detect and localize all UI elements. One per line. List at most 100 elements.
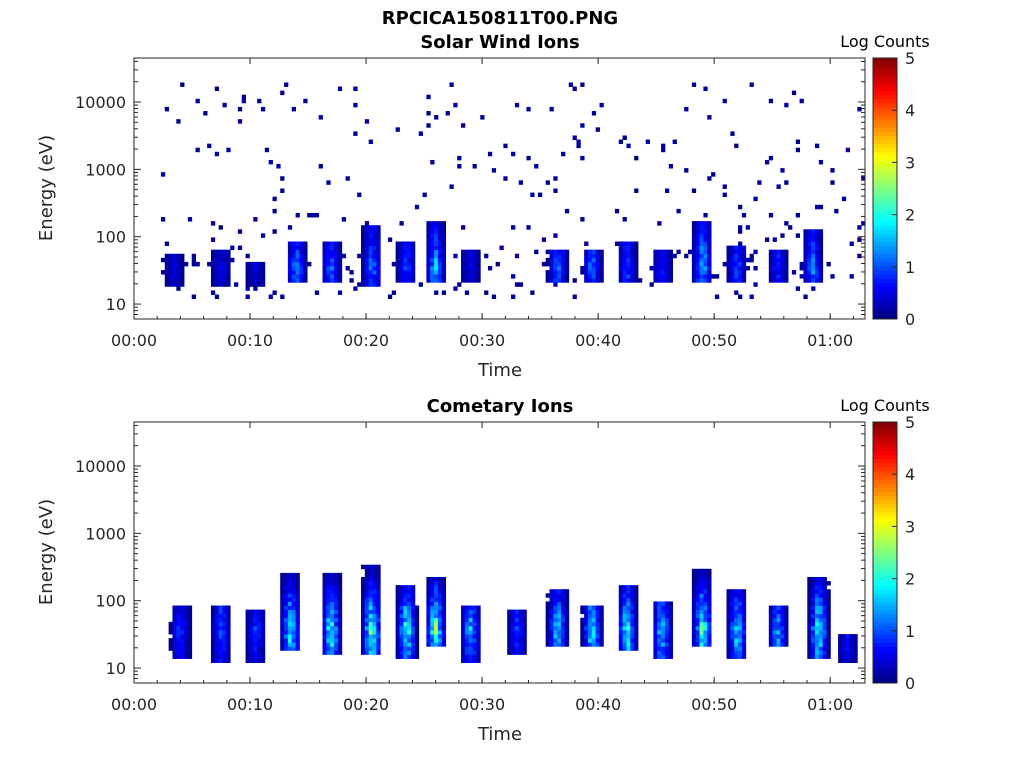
spectrogram-cell — [741, 261, 747, 267]
spectrogram-cell — [434, 585, 439, 590]
spectrogram-cell — [703, 245, 708, 251]
spectrogram-cell — [818, 617, 824, 623]
spectrogram-cell — [630, 249, 635, 255]
colorbar-segment — [873, 540, 897, 545]
spectrogram-cell — [549, 249, 554, 255]
spectrogram-cell — [472, 265, 477, 271]
spectrogram-cell — [545, 278, 550, 283]
spectrogram-cell — [514, 625, 520, 631]
spectrogram-cell — [564, 629, 570, 635]
colorbar-segment — [873, 430, 897, 435]
spectrogram-cell — [511, 151, 516, 157]
spectrogram-cell — [857, 106, 862, 112]
spectrogram-cell — [634, 249, 639, 255]
spectrogram-cell — [299, 241, 304, 246]
spectrogram-cell — [553, 605, 558, 610]
spectrogram-cell — [511, 646, 516, 651]
spectrogram-cell — [376, 601, 381, 606]
spectrogram-cell — [253, 646, 258, 651]
spectrogram-cell — [180, 621, 185, 627]
spectrogram-cell — [730, 646, 735, 651]
spectrogram-cell — [207, 261, 212, 267]
spectrogram-cell — [253, 261, 258, 267]
spectrogram-cell — [226, 638, 231, 643]
spectrogram-cell — [618, 617, 624, 623]
spectrogram-cell — [668, 646, 674, 651]
spectrogram-cell — [326, 621, 331, 627]
spectrogram-cell — [741, 605, 747, 610]
spectrogram-cell — [514, 282, 520, 287]
spectrogram-cell — [814, 576, 820, 582]
spectrogram-cell — [403, 245, 408, 251]
spectrogram-cell — [376, 278, 381, 283]
spectrogram-cell — [561, 613, 566, 619]
colorbar-segment — [873, 666, 897, 672]
spectrogram-cell — [326, 278, 331, 283]
spectrogram-cell — [649, 265, 654, 271]
spectrogram-cell — [768, 155, 774, 161]
spectrogram-cell — [695, 585, 700, 590]
spectrogram-cell — [703, 270, 708, 275]
spectrogram-cell — [287, 270, 293, 275]
spectrogram-cell — [738, 634, 743, 639]
colorbar-segment — [873, 556, 897, 562]
spectrogram-cell — [803, 265, 808, 271]
spectrogram-cell — [703, 212, 708, 218]
spectrogram-cell — [807, 265, 812, 271]
spectrogram-cell — [757, 180, 762, 185]
spectrogram-cell — [430, 634, 435, 639]
spectrogram-cell — [707, 613, 712, 619]
spectrogram-cell — [622, 245, 627, 251]
colorbar-segment — [873, 298, 897, 304]
spectrogram-cell — [730, 261, 735, 267]
spectrogram-cell — [549, 605, 554, 610]
spectrogram-cell — [657, 617, 662, 623]
spectrogram-cell — [807, 237, 812, 242]
spectrogram-cell — [557, 617, 562, 623]
spectrogram-cell — [699, 593, 704, 598]
spectrogram-cell — [822, 609, 827, 615]
spectrogram-cell — [838, 646, 843, 651]
spectrogram-cell — [691, 634, 697, 639]
spectrogram-cell — [741, 257, 747, 263]
spectrogram-cell — [210, 621, 216, 627]
x-tick-label: 00:40 — [575, 331, 621, 350]
spectrogram-cell — [326, 274, 331, 279]
spectrogram-cell — [811, 597, 816, 602]
cometary-panel: Cometary Ions 00:00 00:10 00:20 00:30 00:40 0… — [36, 396, 930, 745]
spectrogram-cell — [407, 585, 412, 590]
spectrogram-cell — [545, 605, 550, 610]
spectrogram-cell — [818, 576, 824, 582]
spectrogram-cell — [484, 253, 489, 259]
spectrogram-cell — [414, 613, 420, 619]
spectrogram-cell — [287, 241, 293, 246]
spectrogram-cell — [464, 634, 470, 639]
spectrogram-cell — [176, 629, 181, 635]
spectrogram-cell — [807, 585, 812, 590]
spectrogram-cell — [441, 601, 447, 606]
spectrogram-cell — [280, 572, 285, 578]
spectrogram-cell — [518, 646, 523, 651]
spectrogram-cell — [168, 638, 173, 643]
spectrogram-cell — [399, 245, 404, 251]
spectrogram-cell — [291, 585, 296, 590]
spectrogram-cell — [584, 617, 589, 623]
spectrogram-cell — [430, 253, 435, 259]
spectrogram-cell — [160, 217, 166, 222]
spectrogram-cell — [176, 650, 181, 655]
spectrogram-cell — [795, 212, 800, 218]
spectrogram-cell — [838, 654, 843, 659]
spectrogram-cell — [299, 265, 304, 271]
spectrogram-cell — [260, 650, 266, 655]
spectrogram-cell — [634, 274, 639, 279]
spectrogram-cell — [434, 625, 439, 631]
spectrogram-cell — [845, 654, 851, 659]
spectrogram-cell — [184, 625, 189, 631]
spectrogram-cell — [699, 605, 704, 610]
spectrogram-cell — [395, 265, 400, 271]
spectrogram-cell — [699, 572, 704, 578]
spectrogram-cell — [545, 249, 550, 255]
spectrogram-cell — [818, 634, 824, 639]
spectrogram-cell — [434, 265, 439, 271]
spectrogram-cell — [514, 650, 520, 655]
